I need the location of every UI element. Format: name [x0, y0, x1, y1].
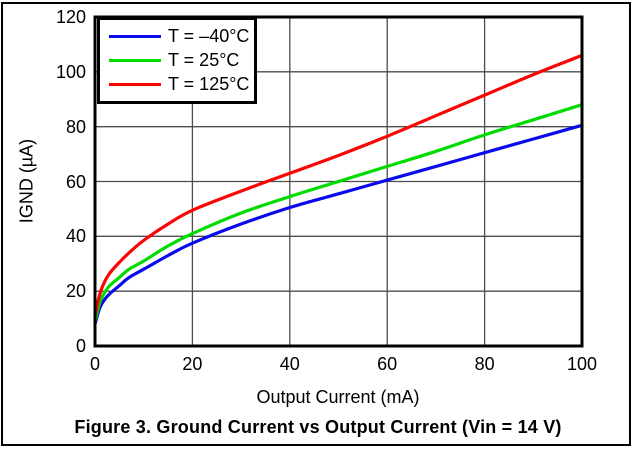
- y-tick-label: 80: [65, 116, 86, 137]
- x-tick-label: 100: [566, 354, 598, 374]
- y-tick-label: 20: [65, 281, 86, 302]
- x-tick-label: 60: [377, 354, 398, 374]
- x-tick-label: 40: [279, 354, 300, 374]
- legend-item: T = 25°C: [109, 50, 254, 71]
- curve-t-minus-40c: [93, 123, 584, 326]
- y-axis-title: IGND (µA): [16, 138, 37, 224]
- chart-legend: T = –40°C T = 25°C T = 125°C: [97, 17, 257, 104]
- legend-item: T = 125°C: [109, 74, 254, 95]
- legend-line-swatch: [109, 34, 161, 38]
- x-tick-label: 80: [474, 354, 495, 374]
- figure-caption: Figure 3. Ground Current vs Output Curre…: [74, 417, 562, 437]
- x-axis-title: Output Current (mA): [256, 387, 420, 407]
- curve-t-125c: [93, 53, 584, 318]
- legend-line-swatch: [109, 58, 161, 62]
- legend-label: T = 25°C: [168, 49, 240, 70]
- curve-t-25c: [93, 103, 584, 323]
- y-tick-label: 120: [55, 7, 86, 27]
- plot-frame: [93, 15, 584, 348]
- legend-item: T = –40°C: [109, 26, 254, 47]
- y-tick-label: 60: [65, 171, 86, 192]
- y-tick-label: 100: [55, 61, 86, 82]
- y-tick-label: 40: [65, 226, 86, 247]
- y-tick-label: 0: [75, 336, 86, 356]
- legend-label: T = 125°C: [168, 74, 250, 95]
- x-tick-label: 20: [182, 354, 203, 374]
- legend-label: T = –40°C: [168, 25, 250, 46]
- legend-line-swatch: [109, 83, 161, 87]
- x-tick-label: 0: [89, 354, 101, 374]
